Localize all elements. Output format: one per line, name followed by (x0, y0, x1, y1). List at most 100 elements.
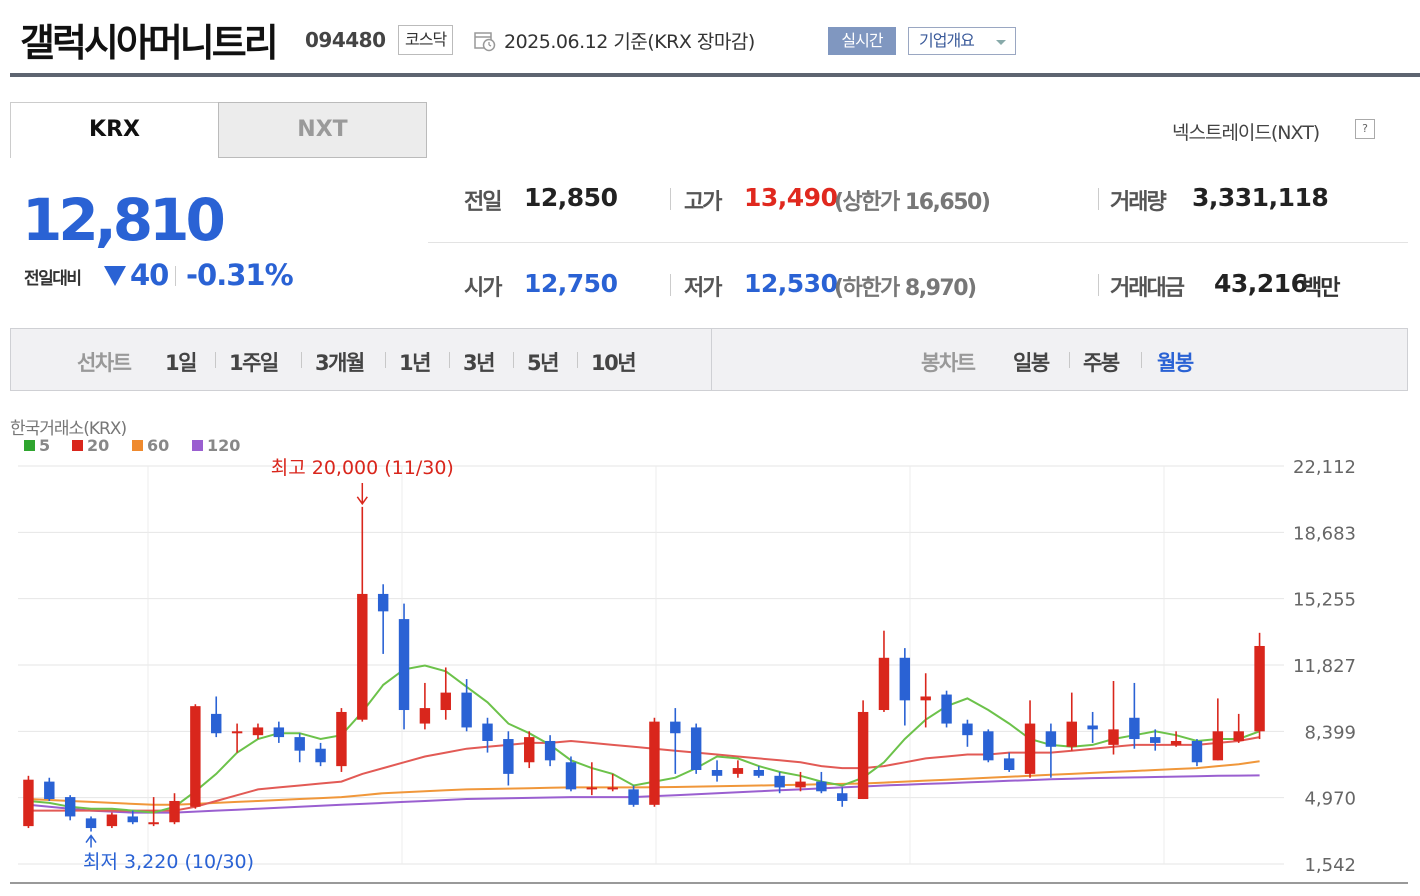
candle-body (1233, 731, 1244, 741)
candle-body (148, 822, 159, 825)
candlestick-chart[interactable]: 22,112 18,683 15,255 11,827 8,399 4,970 1,542 5… (10, 436, 1408, 882)
candle-body (857, 711, 869, 800)
volume-label: 거래량 (1110, 190, 1167, 215)
down-arrow-icon (104, 266, 126, 286)
candle-body (1045, 731, 1057, 747)
ma120-line (28, 774, 1260, 814)
candle-body (169, 800, 180, 823)
period-3m[interactable]: 3개월 (315, 351, 365, 375)
candle-body (315, 748, 326, 763)
period-3y[interactable]: 3년 (463, 351, 495, 375)
prev-close-label: 전일 (464, 190, 503, 215)
candle-body (190, 706, 201, 807)
period-monthly[interactable]: 월봉 (1157, 351, 1194, 375)
candle-body (628, 789, 639, 805)
candle-body (398, 619, 410, 711)
candle-body (962, 723, 973, 736)
candle-body (23, 779, 34, 827)
legend-swatch (192, 440, 203, 451)
candle-body (1254, 645, 1265, 732)
candle-body (1129, 717, 1140, 740)
y-tick-label: 4,970 (1304, 789, 1356, 810)
period-daily[interactable]: 일봉 (1013, 351, 1050, 375)
period-divider (215, 352, 216, 368)
stat-divider (1098, 274, 1099, 296)
candle-body (565, 762, 577, 790)
period-1d[interactable]: 1일 (165, 351, 197, 375)
candle-body (544, 740, 556, 761)
period-5y[interactable]: 5년 (527, 351, 559, 375)
company-overview-dropdown[interactable]: 기업개요 (908, 27, 1016, 55)
stat-divider (1098, 188, 1099, 210)
current-price: 12,810 (22, 186, 226, 254)
candle-body (440, 692, 451, 711)
chart-bottom-border (10, 882, 1408, 884)
volume-value: 3,331,118 (1192, 183, 1329, 212)
period-toolbar: 선차트 1일 1주일 3개월 1년 3년 5년 10년 봉차트 일봉 주봉 월봉 (10, 328, 1408, 391)
lower-limit: (하한가 8,970) (834, 276, 977, 301)
candle-body (1212, 731, 1224, 761)
candle-body (649, 721, 660, 805)
candle-body (64, 797, 76, 817)
candle-body (357, 593, 368, 720)
candle-body (837, 793, 848, 801)
calendar-clock-icon (474, 32, 496, 52)
candle-body (690, 727, 702, 771)
period-weekly[interactable]: 주봉 (1083, 351, 1120, 375)
low-annotation: 최저 3,220 (10/30) (83, 851, 254, 873)
low-value: 12,530 (744, 269, 838, 298)
low-label: 저가 (684, 276, 723, 301)
legend-swatch (24, 440, 35, 451)
market-badge: 코스닥 (398, 25, 454, 55)
candle-body (44, 781, 55, 800)
high-value: 13,490 (744, 183, 838, 212)
candle-body (983, 731, 994, 761)
high-annotation: 최고 20,000 (11/30) (271, 457, 454, 479)
candle-body (1066, 721, 1077, 747)
candle-body (127, 816, 138, 823)
period-10y[interactable]: 10년 (591, 351, 637, 375)
legend-label: 20 (87, 436, 109, 455)
company-name: 갤럭시아머니트리 (20, 21, 279, 65)
base-date: 2025.06.12 기준(KRX 장마감) (504, 31, 755, 53)
period-divider (1069, 352, 1070, 368)
legend-swatch (72, 440, 83, 451)
period-divider (385, 352, 386, 368)
candle-body (941, 694, 952, 724)
chevron-down-icon (996, 40, 1006, 45)
candle-body (753, 770, 764, 776)
y-tick-label: 15,255 (1293, 590, 1356, 611)
realtime-button[interactable]: 실시간 (828, 27, 896, 55)
high-label: 고가 (684, 190, 723, 215)
amount-value: 43,216 (1214, 269, 1308, 298)
period-1y[interactable]: 1년 (399, 351, 431, 375)
tab-krx[interactable]: KRX (10, 102, 219, 158)
nxt-link[interactable]: 넥스트레이드(NXT) (1172, 122, 1320, 144)
low-arrow-icon (85, 834, 97, 843)
header-divider (10, 73, 1420, 77)
y-tick-label: 1,542 (1304, 855, 1356, 876)
period-1w[interactable]: 1주일 (229, 351, 279, 375)
stock-header: 갤럭시아머니트리 094480 코스닥 2025.06.12 기준(KRX 장마… (0, 0, 1420, 78)
candle-body (1150, 737, 1161, 743)
tab-nxt[interactable]: NXT (218, 102, 427, 158)
period-divider (513, 352, 514, 368)
change-amount: 40 (130, 258, 169, 292)
candle-body (1170, 740, 1182, 745)
legend-swatch (132, 440, 143, 451)
candle-body (732, 768, 744, 774)
help-icon[interactable]: ? (1355, 119, 1375, 139)
candle-body (482, 723, 493, 741)
stock-code: 094480 (305, 28, 386, 52)
candle-body (774, 775, 785, 788)
candle-body (1024, 723, 1036, 774)
candle-chart-label: 봉차트 (921, 351, 976, 375)
candle-body (816, 781, 827, 792)
candle-body (503, 739, 514, 774)
candle-body (461, 692, 472, 728)
candle-body (231, 731, 243, 734)
candle-body (294, 737, 305, 751)
legend-label: 60 (147, 436, 169, 455)
candle-body (1003, 758, 1015, 771)
legend-label: 5 (39, 436, 50, 455)
